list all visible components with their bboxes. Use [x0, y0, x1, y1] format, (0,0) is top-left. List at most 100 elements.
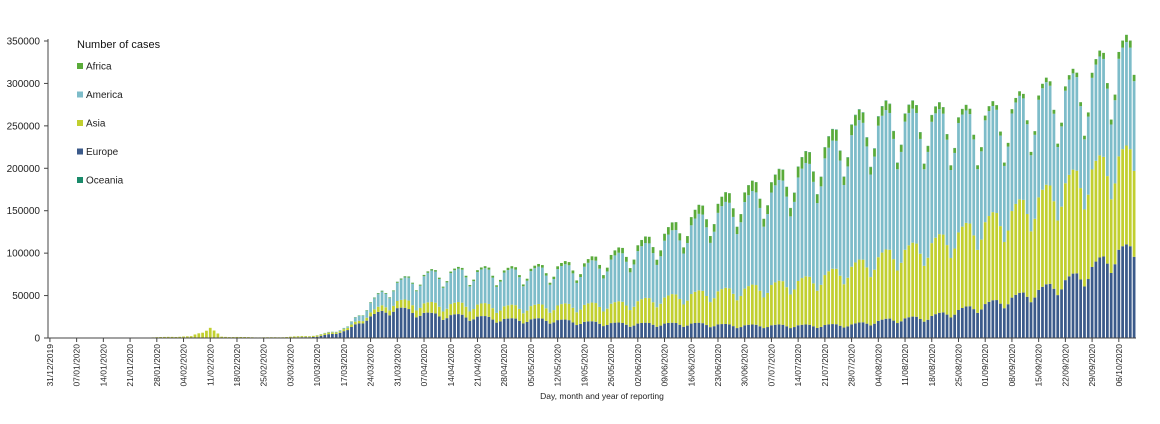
bar-segment-asia — [239, 336, 243, 338]
bar-segment-asia — [403, 299, 407, 308]
bar-segment-europe — [384, 312, 388, 338]
bar-segment-europe — [1014, 294, 1018, 338]
bar-segment-america — [468, 286, 472, 312]
bar-segment-america — [980, 151, 983, 240]
bar-segment-europe — [747, 324, 750, 338]
bar-segment-asia — [289, 336, 292, 338]
bar-segment-europe — [957, 310, 960, 338]
bar-segment-europe — [930, 315, 934, 338]
bar-segment-europe — [915, 316, 918, 338]
bar-segment-europe — [903, 318, 907, 338]
bar-segment-europe — [430, 312, 434, 338]
bar-segment-america — [537, 266, 540, 304]
bar-segment-europe — [861, 322, 865, 338]
bar-segment-america — [689, 225, 693, 295]
bar-segment-asia — [991, 212, 995, 301]
bar-segment-america — [384, 293, 388, 308]
legend-title: Number of cases — [77, 39, 161, 51]
bar-segment-africa — [1083, 135, 1086, 140]
bar-segment-asia — [682, 304, 685, 327]
bar-segment-africa — [392, 290, 395, 292]
bar-segment-asia — [411, 305, 414, 314]
bar-segment-america — [781, 180, 785, 282]
bar-segment-africa — [514, 267, 518, 270]
bar-segment-africa — [457, 266, 460, 269]
bar-segment-asia — [785, 287, 789, 327]
bar-segment-america — [1033, 134, 1037, 219]
bar-segment-africa — [441, 286, 445, 288]
x-tick-label: 31/12/2019 — [45, 344, 55, 387]
bar-segment-africa — [598, 264, 602, 269]
bar-segment-europe — [468, 320, 472, 338]
x-tick-label: 03/03/2020 — [285, 344, 295, 387]
x-tick-label: 31/03/2020 — [392, 344, 402, 387]
bar-segment-europe — [880, 319, 884, 338]
bar-segment-africa — [934, 106, 937, 114]
y-tick-label: 0 — [34, 334, 40, 345]
bar-segment-asia — [208, 327, 212, 338]
bar-segment-america — [785, 196, 789, 288]
bar-segment-asia — [678, 298, 682, 325]
bar-segment-asia — [1060, 206, 1063, 290]
bar-segment-africa — [823, 147, 827, 159]
bar-segment-africa — [892, 131, 895, 139]
x-tick-label: 28/07/2020 — [847, 344, 857, 387]
bar-segment-america — [899, 151, 903, 263]
bar-segment-asia — [415, 310, 418, 318]
x-tick-label: 21/04/2020 — [472, 344, 482, 387]
bar-segment-europe — [544, 320, 548, 338]
bar-segment-europe — [529, 319, 533, 338]
bar-segment-europe — [964, 306, 968, 338]
bar-segment-asia — [647, 298, 651, 323]
legend-swatch-america — [77, 91, 83, 98]
bar-segment-africa — [384, 293, 388, 294]
bar-segment-europe — [560, 319, 563, 338]
bar-segment-america — [430, 270, 434, 303]
bar-segment-europe — [716, 324, 720, 338]
bar-segment-africa — [579, 274, 582, 277]
bar-segment-america — [376, 294, 380, 307]
bar-segment-europe — [609, 323, 613, 338]
bar-segment-asia — [1075, 170, 1079, 274]
bar-segment-america — [1113, 100, 1117, 184]
bar-segment-europe — [502, 318, 506, 338]
bar-segment-africa — [1121, 40, 1125, 48]
bar-segment-asia — [441, 311, 445, 320]
bar-segment-europe — [896, 323, 899, 338]
bar-segment-america — [724, 201, 727, 288]
x-axis: 31/12/2019 07/01/2020 14/01/2020 21/01/2020… — [45, 337, 1136, 387]
bar-segment-america — [705, 227, 708, 296]
bar-segment-america — [575, 282, 579, 313]
bar-segment-europe — [537, 318, 540, 338]
bar-segment-europe — [689, 323, 693, 338]
bar-segment-africa — [869, 167, 873, 175]
bar-segment-africa — [884, 100, 888, 111]
bar-segment-america — [701, 214, 705, 291]
bar-segment-asia — [533, 304, 537, 319]
bar-segment-america — [777, 179, 781, 281]
bar-segment-asia — [605, 308, 609, 326]
bar-segment-america — [525, 280, 529, 311]
x-tick-label: 21/07/2020 — [820, 344, 830, 387]
bar-segment-europe — [1037, 289, 1041, 338]
bar-segment-africa — [1033, 131, 1037, 135]
bar-segment-africa — [938, 102, 941, 110]
bar-segment-america — [636, 251, 640, 302]
bar-segment-africa — [834, 129, 838, 141]
bar-segment-europe — [506, 318, 510, 338]
bar-segment-america — [949, 170, 953, 259]
bar-segment-africa — [1025, 120, 1029, 125]
bar-segment-asia — [567, 303, 571, 321]
bar-segment-america — [800, 168, 804, 279]
bar-segment-asia — [590, 302, 594, 322]
bar-segment-africa — [789, 208, 792, 217]
bar-segment-asia — [949, 258, 953, 318]
bar-segment-europe — [1006, 304, 1010, 338]
bar-segment-africa — [621, 247, 624, 254]
bar-segment-africa — [388, 297, 392, 299]
bar-segment-europe — [899, 321, 903, 338]
bar-segment-asia — [850, 266, 853, 325]
bar-segment-america — [415, 291, 418, 311]
x-tick-label: 11/08/2020 — [900, 344, 910, 386]
bar-segment-africa — [605, 267, 609, 272]
